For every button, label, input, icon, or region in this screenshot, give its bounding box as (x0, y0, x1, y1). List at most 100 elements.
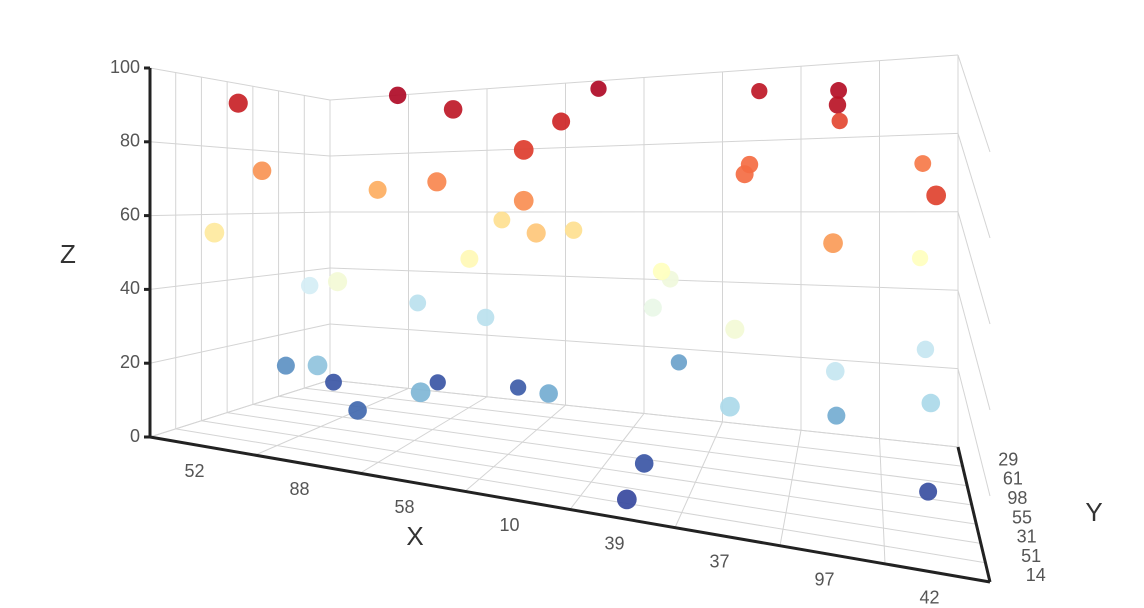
z-tick-label: 40 (120, 278, 140, 298)
y-axis (956, 446, 992, 583)
z-grid-line (149, 267, 331, 290)
floor-grid-line (304, 387, 963, 467)
z-tick-label: 60 (120, 204, 140, 224)
data-point (327, 272, 348, 292)
data-point (252, 161, 272, 181)
z-tick-label: 0 (130, 426, 140, 446)
data-point (409, 294, 427, 312)
data-point (443, 100, 463, 119)
x-tick-label: 37 (709, 551, 729, 571)
data-point (493, 211, 511, 229)
data-point (828, 96, 847, 114)
y-tick-label: 29 (998, 449, 1018, 469)
y-tick-label: 61 (1003, 469, 1023, 489)
floor-grid-line (252, 403, 972, 506)
floor-grid-line (254, 387, 409, 456)
data-point (228, 93, 248, 113)
data-point (740, 155, 759, 174)
data-point (325, 373, 342, 391)
data-point (204, 222, 225, 243)
data-point (590, 80, 607, 97)
data-point (670, 354, 688, 371)
grid (149, 54, 991, 583)
data-point (307, 355, 328, 376)
y-tick-label: 55 (1012, 507, 1032, 527)
z-grid-line (957, 54, 991, 153)
z-grid-line (957, 290, 991, 411)
data-point (921, 393, 941, 413)
data-point (410, 382, 431, 403)
data-point (643, 298, 662, 317)
data-point (429, 374, 446, 391)
z-grid-line (329, 379, 959, 448)
z-tick-label: 100 (110, 57, 140, 77)
z-tick-label: 80 (120, 131, 140, 151)
data-point (539, 384, 558, 403)
data-point (513, 140, 534, 160)
z-tick-label: 20 (120, 352, 140, 372)
floor-grid-line (879, 438, 886, 564)
y-tick-label: 98 (1007, 488, 1027, 508)
data-point (460, 249, 479, 268)
z-grid-line (149, 211, 331, 217)
data-point (831, 112, 848, 130)
data-point (634, 454, 654, 473)
z-grid-line (957, 211, 991, 325)
x-tick-label: 88 (289, 479, 309, 499)
z-grid-line (329, 323, 959, 370)
data-point (911, 249, 929, 267)
floor-grid-line (201, 420, 981, 544)
data-point (509, 379, 527, 396)
data-point (552, 112, 571, 131)
data-point (348, 401, 367, 420)
data-point (725, 319, 745, 339)
data-point (751, 83, 768, 100)
floor-grid-line (569, 413, 645, 510)
data-point (276, 356, 295, 375)
x-tick-label: 97 (814, 570, 834, 590)
z-grid-line (329, 54, 959, 101)
z-axis-name: Z (60, 239, 76, 269)
x-tick-label: 58 (394, 497, 414, 517)
data-point (368, 180, 387, 199)
data-point (526, 223, 546, 243)
data-point (564, 221, 583, 239)
floor-grid-line (779, 430, 802, 546)
z-grid-line (329, 267, 959, 291)
data-point (823, 233, 843, 254)
floor-grid-line (674, 421, 723, 528)
floor-grid-line (464, 404, 566, 492)
data-point (652, 262, 671, 281)
y-tick-label: 51 (1021, 546, 1041, 566)
x-tick-label: 42 (919, 588, 939, 608)
data-point (825, 361, 845, 381)
data-point (914, 155, 932, 172)
data-point (926, 185, 947, 206)
data-point (916, 340, 935, 359)
data-point (616, 489, 637, 510)
floor-grid-line (175, 428, 986, 564)
x-axis-name: X (406, 521, 423, 551)
data-point (388, 86, 407, 105)
data-point (427, 172, 447, 192)
data-point (830, 82, 848, 99)
x-tick-label: 52 (184, 461, 204, 481)
z-grid-line (149, 67, 331, 101)
data-point (827, 406, 846, 425)
y-tick-label: 31 (1017, 527, 1037, 547)
z-grid-line (957, 368, 991, 497)
z-grid-line (149, 141, 331, 157)
data-point (513, 190, 534, 211)
axes: 0 20 40 60 80 100 52 88 58 10 39 37 97 42 296198553151… (110, 57, 1046, 608)
data-point (720, 396, 740, 417)
z-grid-line (329, 132, 959, 157)
x-axis (149, 435, 991, 584)
data-point (476, 308, 495, 327)
floor-grid-line (278, 395, 968, 487)
y-axis-name: Y (1085, 497, 1102, 527)
floor-grid-line (227, 412, 977, 525)
data-point (300, 276, 319, 295)
z-grid-line (957, 133, 991, 239)
floor-grid-line (359, 396, 488, 474)
